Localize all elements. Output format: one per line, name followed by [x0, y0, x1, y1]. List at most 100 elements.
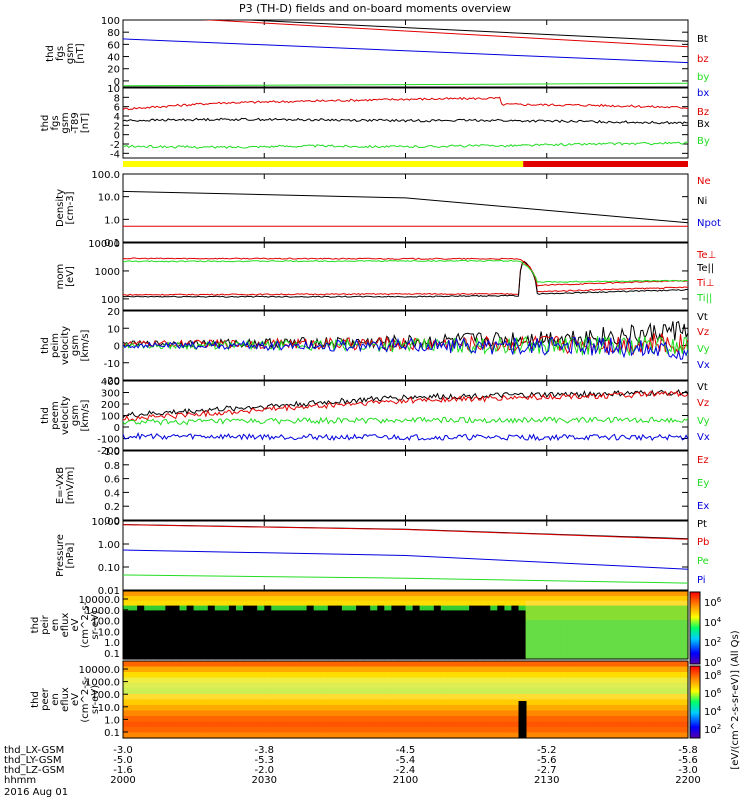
spectrogram-cell	[207, 615, 216, 621]
spectrogram-cell	[172, 661, 181, 668]
spectrogram-cell	[179, 649, 188, 655]
spectrogram-cell	[278, 672, 287, 679]
spectrogram-cell	[589, 705, 597, 712]
spectrogram-cell	[264, 666, 272, 673]
spectrogram-cell	[236, 661, 244, 668]
legend-density-1: Ni	[697, 196, 707, 207]
spectrogram-cell	[137, 629, 145, 636]
spectrogram-cell	[250, 705, 258, 712]
spectrogram-cell	[356, 694, 364, 701]
spectrogram-cell	[292, 716, 301, 723]
spectrogram-cell	[179, 716, 188, 723]
spectrogram-cell	[228, 644, 237, 650]
spectrogram-cell	[334, 615, 343, 621]
y-axis-label: thd	[30, 617, 41, 634]
spectrogram-cell	[433, 625, 442, 631]
spectrogram-cell	[130, 672, 138, 679]
spectrogram-cell	[257, 649, 265, 655]
spectrogram-cell	[341, 705, 350, 712]
spectrogram-cell	[659, 591, 668, 597]
spectrogram-cell	[363, 634, 371, 641]
spectrogram-cell	[483, 634, 491, 641]
spectrogram-cell	[638, 716, 647, 723]
spectrogram-cell	[469, 688, 477, 695]
spectrogram-cell	[447, 629, 456, 636]
spectrogram-cell	[462, 600, 470, 607]
spectrogram-cell	[313, 666, 322, 673]
spectrogram-cell	[250, 721, 258, 728]
spectrogram-cell	[483, 694, 491, 701]
spectrogram-cell	[257, 629, 265, 636]
spectrogram-cell	[207, 732, 216, 739]
spectrogram-cell	[575, 672, 583, 679]
spectrogram-cell	[278, 727, 287, 734]
spectrogram-cell	[377, 661, 385, 668]
spectrogram-cell	[490, 661, 498, 668]
spectrogram-cell	[264, 620, 272, 626]
spectrogram-cell	[186, 683, 195, 690]
spectrogram-cell	[193, 688, 202, 695]
spectrogram-cell	[221, 644, 230, 650]
spectrogram-cell	[285, 600, 294, 607]
spectrogram-cell	[680, 654, 689, 660]
spectrogram-cell	[504, 649, 513, 655]
spectrogram-cell	[405, 605, 414, 612]
spectrogram-cell	[673, 615, 682, 621]
spectrogram-cell	[292, 615, 301, 621]
spectrogram-cell	[186, 721, 195, 728]
spectrogram-cell	[356, 595, 364, 602]
spectrogram-cell	[306, 699, 315, 706]
spectrogram-cell	[567, 629, 576, 636]
spectrogram-cell	[433, 672, 442, 679]
spectrogram-cell	[299, 600, 308, 607]
spectrogram-cell	[645, 600, 654, 607]
spectrogram-cell	[165, 721, 174, 728]
spectrogram-cell	[221, 625, 230, 631]
spectrogram-cell	[546, 661, 555, 668]
spectrogram-cell	[497, 721, 505, 728]
spectrogram-cell	[151, 591, 159, 597]
spectrogram-cell	[130, 625, 138, 631]
spectrogram-cell	[172, 629, 181, 636]
spectrogram-cell	[349, 727, 357, 734]
spectrogram-cell	[257, 688, 265, 695]
spectrogram-cell	[631, 639, 640, 646]
spectrogram-cell	[377, 710, 385, 717]
spectrogram-cell	[313, 716, 322, 723]
spectrogram-cell	[200, 661, 209, 668]
spectrogram-cell	[285, 699, 294, 706]
legend-peem_velocity-0: Vt	[697, 382, 708, 393]
y-axis-label: peer	[40, 687, 51, 711]
spectrogram-cell	[151, 721, 159, 728]
series-group	[123, 320, 688, 360]
spectrogram-cell	[334, 639, 343, 646]
spectrogram-cell	[320, 610, 329, 616]
spectrogram-cell	[483, 654, 491, 660]
spectrogram-cell	[560, 605, 569, 612]
spectrogram-cell	[483, 620, 491, 626]
spectrogram-cell	[130, 595, 138, 602]
spectrogram-cell	[567, 666, 576, 673]
spectrogram-cell	[214, 605, 223, 612]
spectrogram-cell	[151, 683, 159, 690]
spectrogram-cell	[490, 699, 498, 706]
spectrogram-cell	[532, 595, 541, 602]
spectrogram-cell	[539, 716, 548, 723]
spectrogram-cell	[490, 721, 498, 728]
spectrogram-cell	[582, 620, 590, 626]
spectrogram-cell	[356, 649, 364, 655]
spectrogram-cell	[299, 625, 308, 631]
spectrogram-cell	[250, 620, 258, 626]
spectrogram-cell	[518, 661, 527, 668]
spectrogram-cell	[483, 705, 491, 712]
spectrogram-cell	[433, 699, 442, 706]
spectrogram-cell	[327, 666, 336, 673]
spectrogram-cell	[405, 639, 414, 646]
y-axis-label: peem	[50, 401, 61, 429]
spectrogram-cell	[673, 649, 682, 655]
spectrogram-cell	[327, 639, 336, 646]
spectrogram-cell	[398, 649, 407, 655]
spectrogram-cell	[582, 595, 590, 602]
spectrogram-cell	[391, 600, 400, 607]
spectrogram-cell	[356, 683, 364, 690]
